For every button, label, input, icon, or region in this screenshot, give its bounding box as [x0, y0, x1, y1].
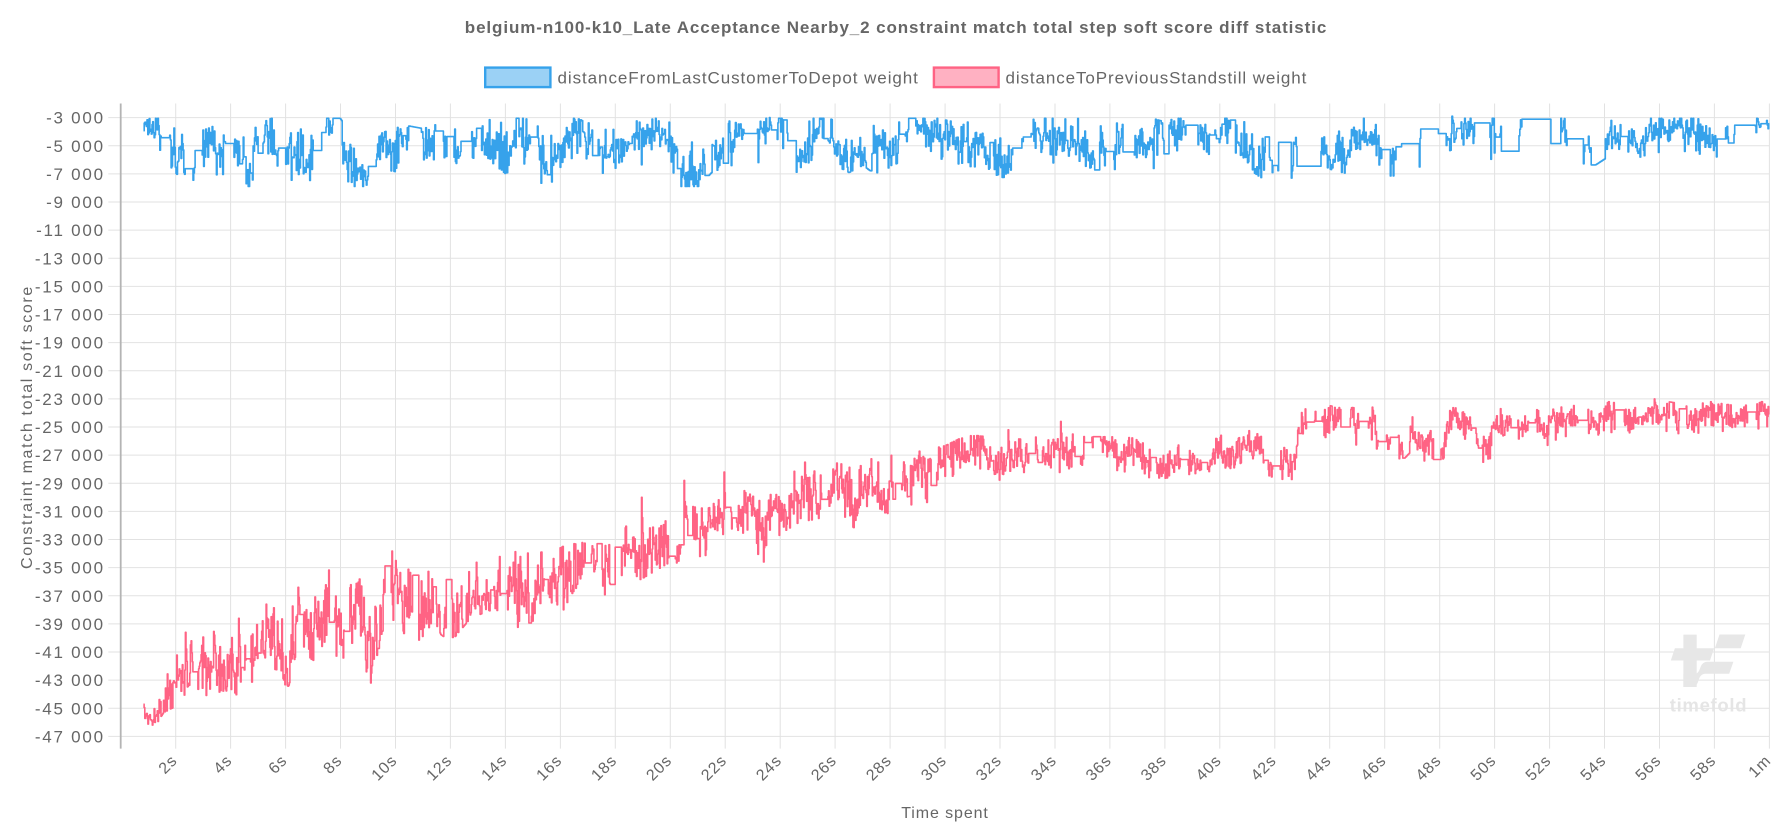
svg-text:-11 000: -11 000	[36, 221, 105, 240]
svg-text:-29 000: -29 000	[35, 474, 105, 493]
svg-text:-17 000: -17 000	[35, 306, 105, 325]
svg-text:-9 000: -9 000	[46, 193, 105, 212]
svg-text:-45 000: -45 000	[35, 699, 105, 718]
svg-text:-47 000: -47 000	[35, 728, 105, 747]
svg-text:-15 000: -15 000	[35, 278, 105, 297]
svg-text:-5 000: -5 000	[46, 137, 105, 156]
svg-text:-31 000: -31 000	[35, 503, 105, 522]
svg-text:-33 000: -33 000	[35, 531, 105, 550]
svg-text:-3 000: -3 000	[46, 109, 105, 128]
svg-text:distanceFromLastCustomerToDepo: distanceFromLastCustomerToDepot weight	[558, 68, 919, 87]
svg-text:-13 000: -13 000	[35, 249, 105, 268]
svg-text:-39 000: -39 000	[35, 615, 105, 634]
svg-text:-19 000: -19 000	[35, 334, 105, 353]
svg-text:Time spent: Time spent	[901, 805, 989, 822]
svg-text:belgium-n100-k10_Late Acceptan: belgium-n100-k10_Late Acceptance Nearby_…	[465, 18, 1327, 37]
svg-text:timefold: timefold	[1670, 695, 1748, 716]
svg-text:distanceToPreviousStandstill w: distanceToPreviousStandstill weight	[1006, 68, 1308, 87]
svg-text:-27 000: -27 000	[35, 446, 105, 465]
svg-text:-41 000: -41 000	[35, 643, 105, 662]
svg-text:-35 000: -35 000	[35, 559, 105, 578]
svg-text:-21 000: -21 000	[35, 362, 105, 381]
svg-text:-23 000: -23 000	[35, 390, 105, 409]
svg-text:Constraint match total soft sc: Constraint match total soft score	[19, 285, 36, 569]
svg-text:-7 000: -7 000	[46, 165, 105, 184]
svg-text:-25 000: -25 000	[35, 418, 105, 437]
svg-text:-37 000: -37 000	[35, 587, 105, 606]
svg-text:-43 000: -43 000	[35, 671, 105, 690]
